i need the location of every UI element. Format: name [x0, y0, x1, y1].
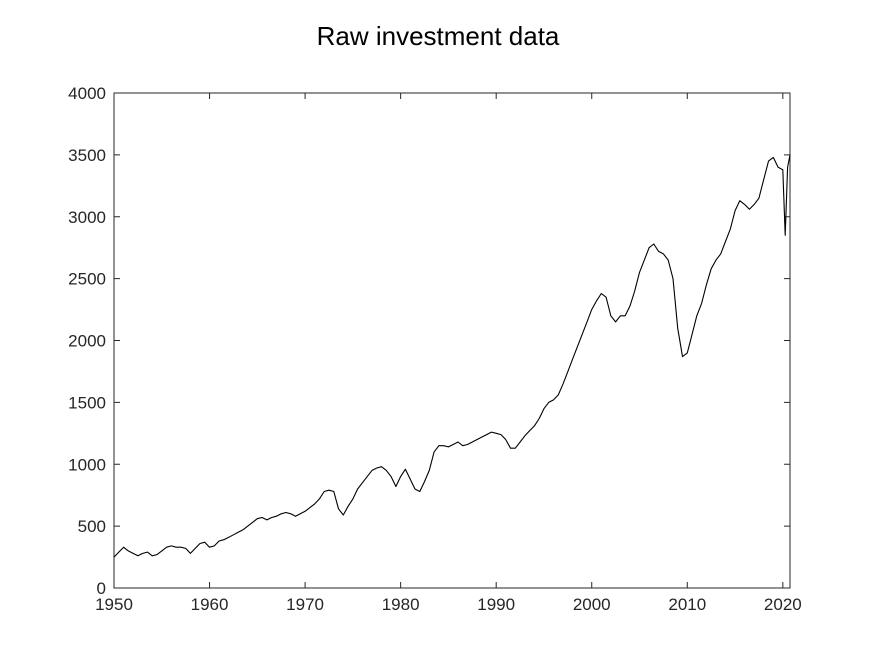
axes: 1950 1960 1970 1980 1990 2000 2010 2020 0 500 1000…: [68, 84, 802, 614]
x-tick-label: 1990: [477, 595, 515, 614]
series-line: [113, 154, 791, 558]
y-tick-label: 2000: [68, 332, 106, 351]
x-tick-label: 1950: [95, 595, 133, 614]
chart-title: Raw investment data: [317, 21, 560, 51]
y-tick-label: 500: [78, 517, 106, 536]
y-tick-label: 4000: [68, 84, 106, 103]
x-tick-label: 1980: [382, 595, 420, 614]
x-tick-label: 1960: [191, 595, 229, 614]
x-tick-label: 2000: [573, 595, 611, 614]
y-tick-label: 1000: [68, 455, 106, 474]
x-tick-label: 1970: [286, 595, 324, 614]
x-tick-label: 2020: [764, 595, 802, 614]
y-tick-label: 3000: [68, 208, 106, 227]
plot-box: [113, 92, 791, 589]
y-tick-label: 2500: [68, 270, 106, 289]
y-tick-label: 3500: [68, 146, 106, 165]
y-tick-label: 0: [97, 579, 106, 598]
x-tick-label: 2010: [668, 595, 706, 614]
y-tick-label: 1500: [68, 393, 106, 412]
